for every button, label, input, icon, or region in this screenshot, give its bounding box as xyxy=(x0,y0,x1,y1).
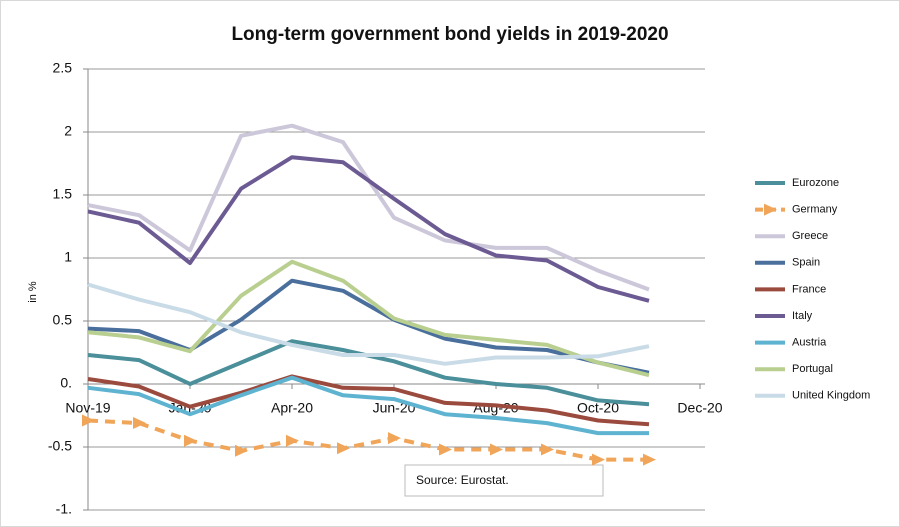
point-marker xyxy=(541,443,554,456)
legend-label: France xyxy=(792,283,826,295)
point-marker xyxy=(184,434,197,447)
point-marker xyxy=(286,434,299,447)
annotation: Source: Eurostat. xyxy=(416,473,509,487)
point-marker xyxy=(133,417,146,430)
y-axis-title: in % xyxy=(27,281,39,303)
point-marker xyxy=(337,442,350,455)
point-marker xyxy=(388,432,401,445)
legend-label: Spain xyxy=(792,257,820,269)
x-tick-label: Nov-19 xyxy=(65,400,110,416)
legend-label: Germany xyxy=(792,204,838,216)
annotation-box xyxy=(404,464,604,497)
legend-marker xyxy=(764,203,777,216)
legend-label: United Kingdom xyxy=(792,390,870,402)
chart-title: Long-term government bond yields in 2019… xyxy=(231,24,668,45)
x-tick-label: Apr-20 xyxy=(271,400,313,416)
y-tick-label: -0.5 xyxy=(48,438,72,454)
legend-label: Austria xyxy=(792,337,827,349)
point-marker xyxy=(235,444,248,457)
series-line xyxy=(87,259,650,378)
y-tick-label: 2 xyxy=(64,123,72,139)
legend-label: Greece xyxy=(792,230,828,242)
y-tick-label: 0. xyxy=(60,375,72,391)
legend-label: Portugal xyxy=(792,363,833,375)
point-marker xyxy=(643,453,656,466)
point-marker xyxy=(592,453,605,466)
point-marker xyxy=(439,443,452,456)
series-line xyxy=(87,155,650,303)
series-line xyxy=(87,282,650,366)
legend-label: Italy xyxy=(792,310,813,322)
x-tick-label: Oct-20 xyxy=(577,400,619,416)
x-tick-label: Dec-20 xyxy=(677,400,722,416)
series-line xyxy=(87,374,650,427)
point-marker xyxy=(82,414,95,427)
y-tick-label: 0.5 xyxy=(53,312,73,328)
y-tick-label: 2.5 xyxy=(53,60,73,76)
y-tick-label: 1 xyxy=(64,249,72,265)
point-marker xyxy=(490,443,503,456)
legend-label: Eurozone xyxy=(792,177,839,189)
series-line xyxy=(87,375,649,436)
y-tick-label: -1. xyxy=(56,501,72,517)
y-tick-label: 1.5 xyxy=(53,186,73,202)
